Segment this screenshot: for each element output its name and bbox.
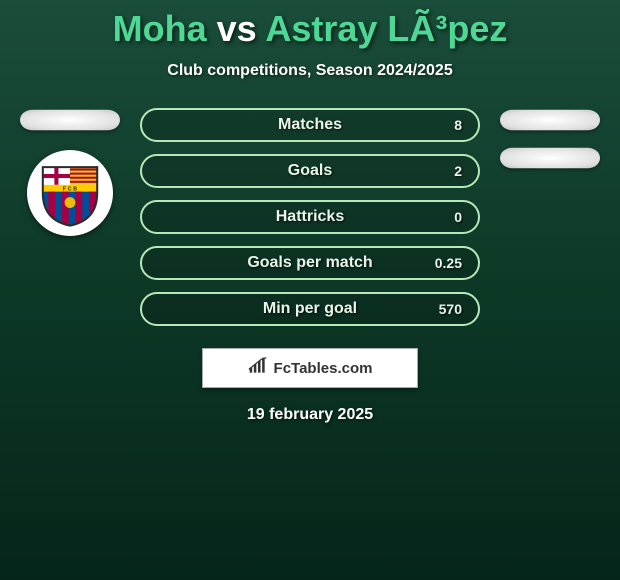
stat-row-gpm: Goals per match 0.25: [140, 246, 480, 280]
page-title: Moha vs Astray LÃ³pez: [0, 8, 620, 50]
stat-value-right: 0: [454, 209, 462, 225]
stat-label: Hattricks: [276, 208, 344, 226]
club-crest: F C B: [27, 150, 113, 236]
player2-photo-placeholder: [500, 110, 600, 130]
stat-value-right: 570: [439, 301, 462, 317]
stat-label: Min per goal: [263, 300, 357, 318]
brand-box: FcTables.com: [202, 348, 418, 388]
title-player1: Moha: [113, 8, 207, 49]
right-column: [500, 108, 600, 170]
date-line: 19 february 2025: [0, 406, 620, 424]
stat-label: Matches: [278, 116, 342, 134]
title-vs: vs: [217, 8, 257, 49]
main-area: F C B Matches: [0, 108, 620, 326]
stat-row-goals: Goals 2: [140, 154, 480, 188]
player2-club-placeholder: [500, 148, 600, 168]
stat-value-right: 8: [454, 117, 462, 133]
stat-label: Goals: [288, 162, 332, 180]
stats-column: Matches 8 Goals 2 Hattricks 0 Goals per …: [140, 108, 480, 326]
stat-row-matches: Matches 8: [140, 108, 480, 142]
brand-text: FcTables.com: [274, 360, 373, 377]
chart-icon: [248, 357, 268, 380]
stat-row-hattricks: Hattricks 0: [140, 200, 480, 234]
subtitle: Club competitions, Season 2024/2025: [0, 62, 620, 80]
player1-photo-placeholder: [20, 110, 120, 130]
fcb-crest-icon: F C B: [36, 159, 104, 227]
stat-row-mpg: Min per goal 570: [140, 292, 480, 326]
svg-text:F C B: F C B: [63, 186, 77, 192]
stat-value-right: 2: [454, 163, 462, 179]
stat-label: Goals per match: [247, 254, 372, 272]
left-column: F C B: [20, 108, 120, 236]
title-player2: Astray LÃ³pez: [265, 8, 507, 49]
stat-value-right: 0.25: [435, 255, 462, 271]
